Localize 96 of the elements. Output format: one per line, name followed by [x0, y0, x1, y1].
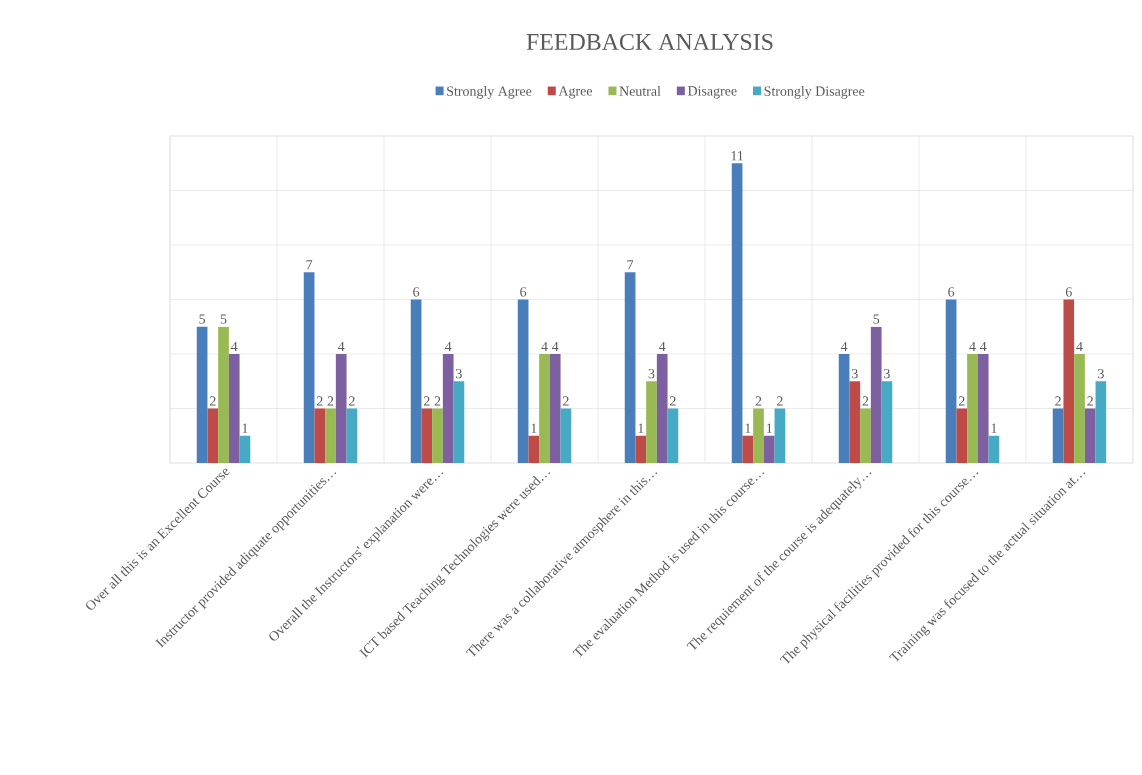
- data-label: 7: [627, 260, 634, 270]
- bar: [239, 435, 251, 463]
- bar: [432, 408, 443, 463]
- bar: [656, 353, 668, 463]
- data-label: 7: [306, 260, 313, 270]
- legend-label: Strongly Disagree: [764, 86, 865, 99]
- data-label: 2: [316, 396, 323, 406]
- data-label: 3: [1098, 368, 1104, 379]
- bar: [314, 408, 326, 463]
- bar: [421, 408, 433, 463]
- data-label: 4: [1076, 341, 1083, 352]
- data-label: 2: [1087, 396, 1093, 406]
- legend-label: Strongly Agree: [447, 86, 532, 99]
- bar: [753, 408, 764, 463]
- data-label: 2: [958, 396, 965, 406]
- data-label: 6: [413, 287, 420, 297]
- bar: [988, 435, 1000, 463]
- bar: [956, 408, 968, 463]
- bar: [635, 435, 647, 463]
- legend-label: Neutral: [619, 86, 661, 96]
- data-label: 4: [551, 341, 559, 352]
- bar: [207, 408, 219, 463]
- data-label: 3: [456, 368, 462, 379]
- data-label: 2: [209, 396, 216, 406]
- bar: [539, 353, 550, 463]
- data-label: 2: [670, 396, 676, 406]
- bar: [945, 299, 957, 463]
- bar: [646, 381, 657, 463]
- bar: [1063, 299, 1075, 463]
- data-label: 1: [531, 423, 537, 433]
- bar: [731, 163, 743, 463]
- data-label: 1: [745, 423, 751, 433]
- legend-label: Disagree: [687, 86, 737, 99]
- bar: [774, 408, 786, 463]
- data-label: 2: [563, 396, 569, 406]
- data-label: 4: [840, 341, 848, 352]
- data-label: 4: [658, 341, 666, 352]
- bar: [1095, 381, 1107, 463]
- bar: [849, 381, 861, 463]
- bar: [763, 435, 775, 463]
- bar: [742, 435, 754, 463]
- bar: [346, 408, 358, 463]
- data-label: 3: [884, 368, 890, 379]
- bar: [442, 353, 454, 463]
- data-label: 3: [851, 368, 858, 379]
- bar: [870, 326, 882, 463]
- bar: [560, 408, 572, 463]
- data-label: 2: [862, 396, 869, 406]
- data-label: 11: [731, 151, 743, 161]
- data-label: 1: [242, 423, 248, 433]
- data-label: 4: [230, 341, 238, 352]
- data-label: 2: [349, 396, 355, 406]
- data-label: 2: [423, 396, 430, 406]
- bar: [196, 326, 208, 463]
- bar: [1084, 408, 1096, 463]
- bar: [517, 299, 529, 463]
- data-label: 1: [638, 423, 644, 433]
- data-label: 3: [648, 368, 655, 379]
- data-label: 5: [220, 314, 227, 324]
- bar: [667, 408, 679, 463]
- bar: [838, 353, 850, 463]
- data-label: 2: [755, 396, 762, 406]
- data-label: 5: [873, 314, 880, 324]
- data-label: 5: [199, 314, 206, 324]
- data-label: 4: [337, 341, 345, 352]
- data-label: 2: [434, 396, 441, 406]
- bar: [967, 353, 978, 463]
- data-label: 4: [969, 341, 976, 352]
- legend-label: Agree: [558, 86, 593, 99]
- data-label: 4: [541, 341, 548, 352]
- data-label: 1: [766, 423, 772, 433]
- data-label: 6: [1065, 287, 1072, 297]
- bar: [528, 435, 540, 463]
- chart-title: FEEDBACK ANALYSIS: [526, 33, 773, 51]
- bar: [977, 353, 989, 463]
- bar: [303, 272, 315, 463]
- data-label: 2: [777, 396, 783, 406]
- data-label: 6: [948, 287, 955, 297]
- data-label: 2: [327, 396, 334, 406]
- bar: [453, 381, 465, 463]
- data-label: 1: [991, 423, 997, 433]
- bar: [410, 299, 422, 463]
- bar: [335, 353, 347, 463]
- data-label: 2: [1055, 396, 1061, 406]
- data-label: 6: [520, 287, 527, 297]
- bar: [325, 408, 336, 463]
- bar: [228, 353, 240, 463]
- bar: [624, 272, 636, 463]
- data-label: 4: [979, 341, 987, 352]
- bar: [1074, 353, 1085, 463]
- data-label: 4: [444, 341, 452, 352]
- bar: [860, 408, 871, 463]
- bar: [218, 326, 229, 463]
- bar: [549, 353, 561, 463]
- bar: [881, 381, 893, 463]
- bar: [1052, 408, 1064, 463]
